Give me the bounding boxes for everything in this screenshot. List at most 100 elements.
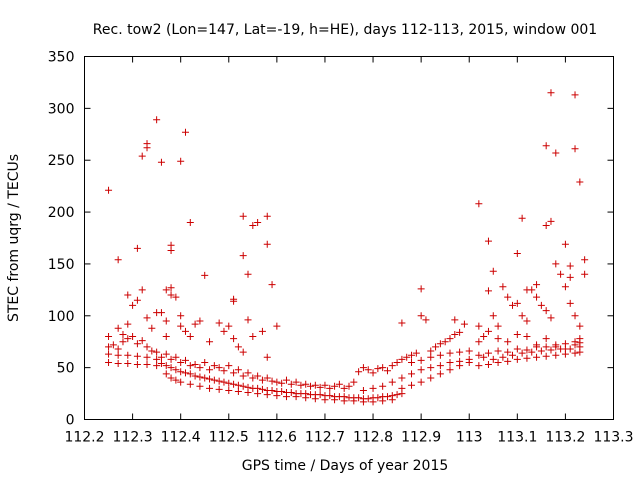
data-point — [186, 218, 194, 226]
data-point — [369, 398, 377, 406]
data-point — [393, 391, 401, 399]
data-point — [547, 314, 555, 322]
data-point — [292, 378, 300, 386]
data-point — [561, 283, 569, 291]
data-point — [316, 383, 324, 391]
data-point — [157, 158, 165, 166]
data-point — [369, 369, 377, 377]
data-point — [234, 381, 242, 389]
data-point — [571, 145, 579, 153]
data-point — [225, 362, 233, 370]
data-point — [230, 335, 238, 343]
data-point — [167, 355, 175, 363]
data-point — [119, 338, 127, 346]
data-point — [533, 293, 541, 301]
data-point — [133, 244, 141, 252]
data-point — [234, 366, 242, 374]
data-point — [225, 379, 233, 387]
data-point — [388, 396, 396, 404]
data-point — [537, 301, 545, 309]
data-point — [547, 346, 555, 354]
data-point — [244, 369, 252, 377]
data-point — [153, 348, 161, 356]
data-point — [162, 333, 170, 341]
data-point — [210, 362, 218, 370]
data-point — [196, 382, 204, 390]
data-point — [311, 381, 319, 389]
x-axis-label: GPS time / Days of year 2015 — [242, 458, 449, 474]
data-point — [254, 390, 262, 398]
data-point — [359, 398, 367, 406]
data-point — [157, 353, 165, 361]
data-point — [282, 376, 290, 384]
data-point — [244, 316, 252, 324]
data-point — [417, 285, 425, 293]
data-point — [177, 378, 185, 386]
data-point — [282, 393, 290, 401]
data-point — [162, 286, 170, 294]
data-point — [576, 322, 584, 330]
data-point — [513, 355, 521, 363]
data-point — [460, 320, 468, 328]
data-point — [124, 335, 132, 343]
data-point — [561, 350, 569, 358]
data-point — [186, 380, 194, 388]
data-point — [239, 348, 247, 356]
data-point — [427, 347, 435, 355]
x-tick-label: 112.6 — [257, 430, 297, 446]
data-point — [441, 338, 449, 346]
data-point — [537, 347, 545, 355]
data-point — [417, 366, 425, 374]
data-point — [124, 320, 132, 328]
data-point — [480, 333, 488, 341]
data-point — [436, 351, 444, 359]
data-point — [157, 359, 165, 367]
x-tick-label: 112.5 — [209, 430, 249, 446]
data-point — [196, 317, 204, 325]
data-point — [504, 357, 512, 365]
data-point — [234, 387, 242, 395]
data-point — [566, 299, 574, 307]
data-point — [403, 353, 411, 361]
data-point — [287, 380, 295, 388]
data-point — [398, 355, 406, 363]
data-point — [326, 384, 334, 392]
data-point — [143, 361, 151, 369]
data-point — [331, 396, 339, 404]
data-point — [523, 333, 531, 341]
data-point — [398, 319, 406, 327]
data-point — [475, 362, 483, 370]
y-tick-label: 350 — [48, 50, 75, 66]
data-point — [138, 286, 146, 294]
data-point — [557, 270, 565, 278]
y-tick-label: 150 — [48, 257, 75, 273]
data-point — [258, 385, 266, 393]
y-axis-label: STEC from uqrg / TECUs — [6, 154, 22, 322]
data-point — [321, 381, 329, 389]
data-point — [263, 353, 271, 361]
data-point — [350, 397, 358, 405]
data-point — [254, 218, 262, 226]
data-point — [215, 377, 223, 385]
data-point — [504, 338, 512, 346]
data-point — [201, 358, 209, 366]
y-tick-label: 50 — [57, 361, 75, 377]
data-point — [509, 351, 517, 359]
data-point — [143, 353, 151, 361]
data-point — [172, 353, 180, 361]
data-point — [576, 178, 584, 186]
data-point — [451, 330, 459, 338]
data-point — [513, 330, 521, 338]
data-point — [355, 368, 363, 376]
data-point — [489, 267, 497, 275]
data-point — [436, 370, 444, 378]
data-point — [379, 364, 387, 372]
data-point — [172, 376, 180, 384]
y-tick-label: 200 — [48, 205, 75, 221]
data-point — [417, 312, 425, 320]
data-point — [162, 317, 170, 325]
data-point — [484, 361, 492, 369]
data-point — [408, 351, 416, 359]
x-tick-label: 112.4 — [161, 430, 201, 446]
data-point — [475, 200, 483, 208]
